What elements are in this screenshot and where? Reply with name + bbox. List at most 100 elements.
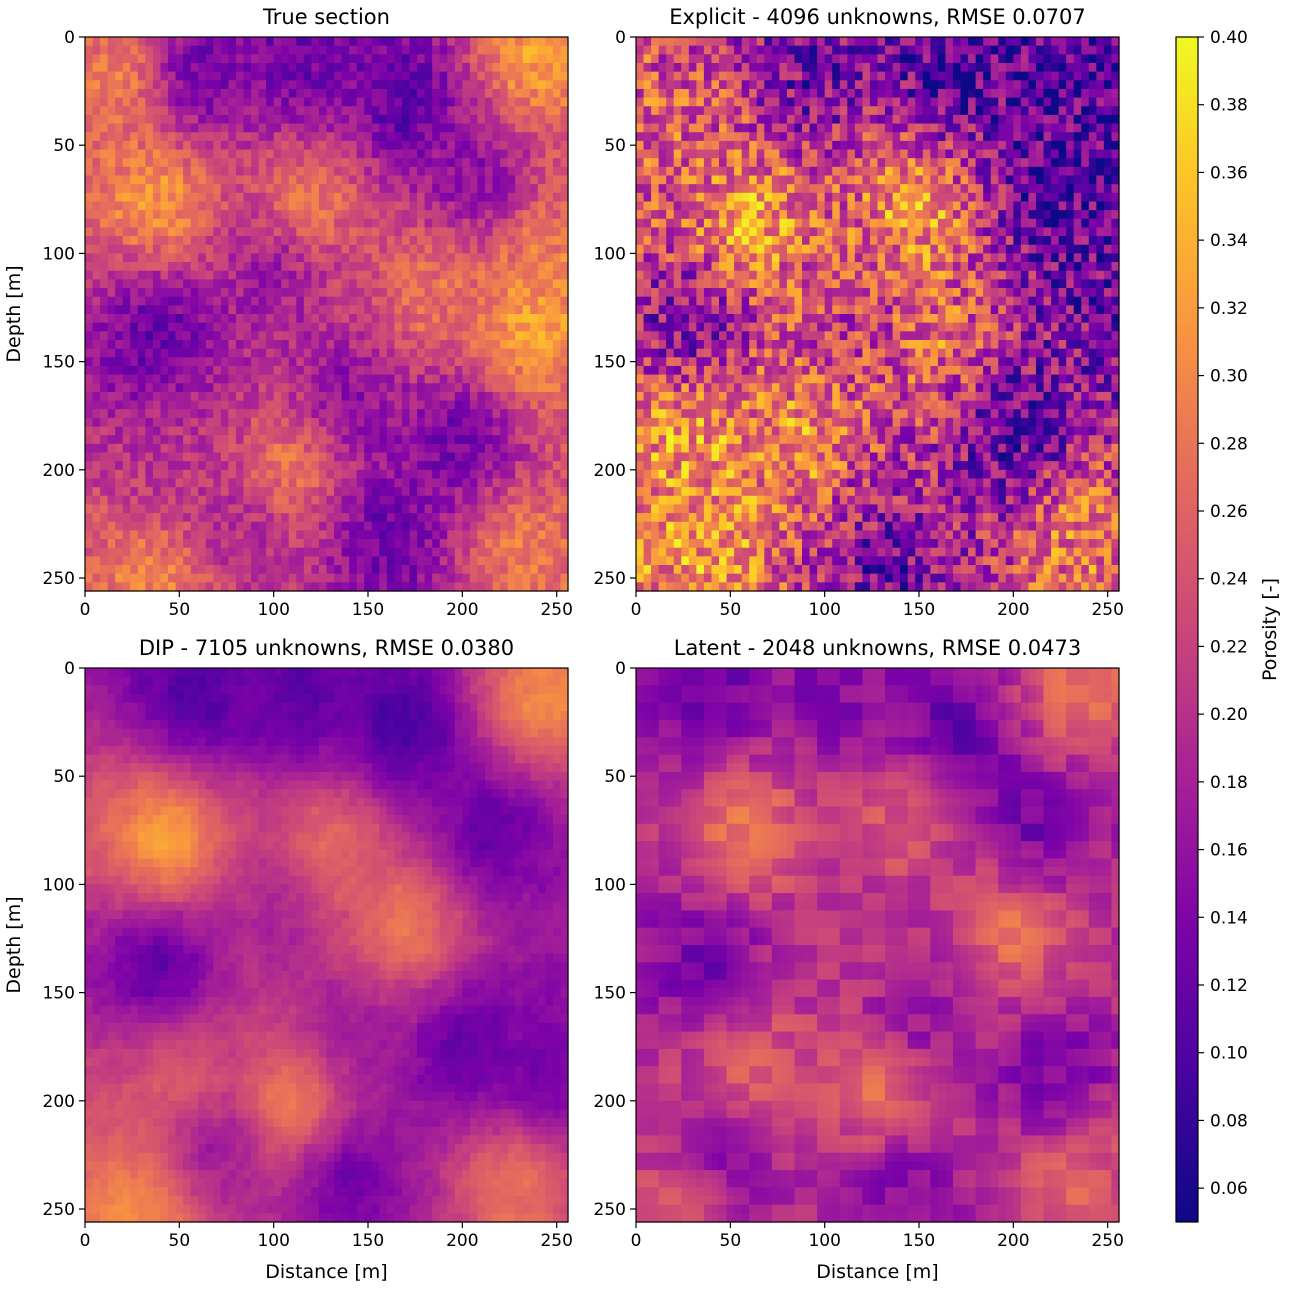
heatmap-cell — [243, 115, 251, 124]
heatmap-cell — [191, 366, 199, 375]
heatmap-cell — [236, 132, 244, 141]
heatmap-cell — [779, 141, 787, 150]
heatmap-cell — [251, 297, 259, 306]
heatmap-cell — [100, 89, 108, 98]
heatmap-cell — [311, 522, 319, 531]
heatmap-cell — [447, 427, 455, 436]
heatmap-cell — [447, 219, 455, 228]
heatmap-cell — [251, 470, 259, 479]
heatmap-cell — [447, 331, 455, 340]
heatmap-cell — [696, 132, 704, 141]
heatmap-cell — [93, 366, 101, 375]
heatmap-cell — [394, 487, 402, 496]
heatmap-cell — [334, 72, 342, 81]
heatmap-cell — [983, 37, 991, 46]
heatmap-cell — [394, 201, 402, 210]
heatmap-cell — [485, 106, 493, 115]
heatmap-cell — [402, 383, 410, 392]
heatmap-cell — [440, 504, 448, 513]
heatmap-cell — [221, 141, 229, 150]
heatmap-cell — [274, 80, 282, 89]
heatmap-cell — [304, 167, 312, 176]
heatmap-cell — [432, 392, 440, 401]
heatmap-cell — [840, 106, 848, 115]
heatmap-cell — [500, 513, 508, 522]
heatmap-cell — [545, 357, 553, 366]
heatmap-cell — [470, 89, 478, 98]
heatmap-cell — [93, 80, 101, 89]
heatmap-cell — [236, 271, 244, 280]
heatmap-cell — [387, 487, 395, 496]
heatmap-cell — [160, 427, 168, 436]
heatmap-cell — [515, 349, 523, 358]
heatmap-cell — [787, 89, 795, 98]
heatmap-cell — [545, 478, 553, 487]
heatmap-cell — [923, 150, 931, 159]
heatmap-cell — [130, 227, 138, 236]
heatmap-cell — [523, 392, 531, 401]
heatmap-cell — [447, 158, 455, 167]
heatmap-cell — [998, 141, 1006, 150]
heatmap-cell — [485, 522, 493, 531]
heatmap-cell — [878, 141, 886, 150]
heatmap-cell — [213, 279, 221, 288]
heatmap-cell — [311, 383, 319, 392]
heatmap-cell — [470, 435, 478, 444]
heatmap-cell — [674, 141, 682, 150]
heatmap-cell — [259, 453, 267, 462]
heatmap-cell — [734, 98, 742, 107]
heatmap-cell — [998, 37, 1006, 46]
heatmap-cell — [515, 548, 523, 557]
heatmap-cell — [968, 80, 976, 89]
heatmap-cell — [334, 262, 342, 271]
heatmap-cell — [553, 63, 561, 72]
heatmap-cell — [221, 176, 229, 185]
heatmap-cell — [198, 504, 206, 513]
heatmap-cell — [100, 297, 108, 306]
heatmap-cell — [168, 262, 176, 271]
heatmap-cell — [281, 470, 289, 479]
heatmap-cell — [168, 323, 176, 332]
heatmap-cell — [674, 132, 682, 141]
heatmap-cell — [304, 582, 312, 591]
heatmap-cell — [296, 305, 304, 314]
heatmap-cell — [553, 305, 561, 314]
heatmap-cell — [176, 574, 184, 583]
heatmap-cell — [334, 158, 342, 167]
heatmap-cell — [485, 504, 493, 513]
heatmap-cell — [417, 141, 425, 150]
heatmap-cell — [251, 176, 259, 185]
heatmap-cell — [259, 392, 267, 401]
heatmap-cell — [659, 132, 667, 141]
heatmap-cell — [440, 176, 448, 185]
heatmap-cell — [387, 522, 395, 531]
heatmap-cell — [311, 106, 319, 115]
heatmap-cell — [432, 357, 440, 366]
heatmap-cell — [553, 184, 561, 193]
heatmap-cell — [153, 478, 161, 487]
heatmap-cell — [493, 556, 501, 565]
heatmap-cell — [410, 63, 418, 72]
heatmap-cell — [130, 288, 138, 297]
heatmap-cell — [500, 392, 508, 401]
heatmap-cell — [85, 37, 93, 46]
heatmap-cell — [387, 349, 395, 358]
heatmap-cell — [485, 513, 493, 522]
heatmap-cell — [100, 158, 108, 167]
heatmap-cell — [349, 574, 357, 583]
heatmap-cell — [296, 80, 304, 89]
heatmap-cell — [885, 80, 893, 89]
heatmap-cell — [538, 253, 546, 262]
heatmap-cell — [100, 556, 108, 565]
heatmap-cell — [108, 478, 116, 487]
heatmap-cell — [764, 141, 772, 150]
heatmap-cell — [410, 401, 418, 410]
heatmap-cell — [432, 193, 440, 202]
heatmap-cell — [493, 167, 501, 176]
heatmap-cell — [191, 89, 199, 98]
heatmap-cell — [319, 582, 327, 591]
heatmap-cell — [168, 227, 176, 236]
heatmap-cell — [236, 349, 244, 358]
heatmap-cell — [281, 530, 289, 539]
heatmap-cell — [130, 401, 138, 410]
